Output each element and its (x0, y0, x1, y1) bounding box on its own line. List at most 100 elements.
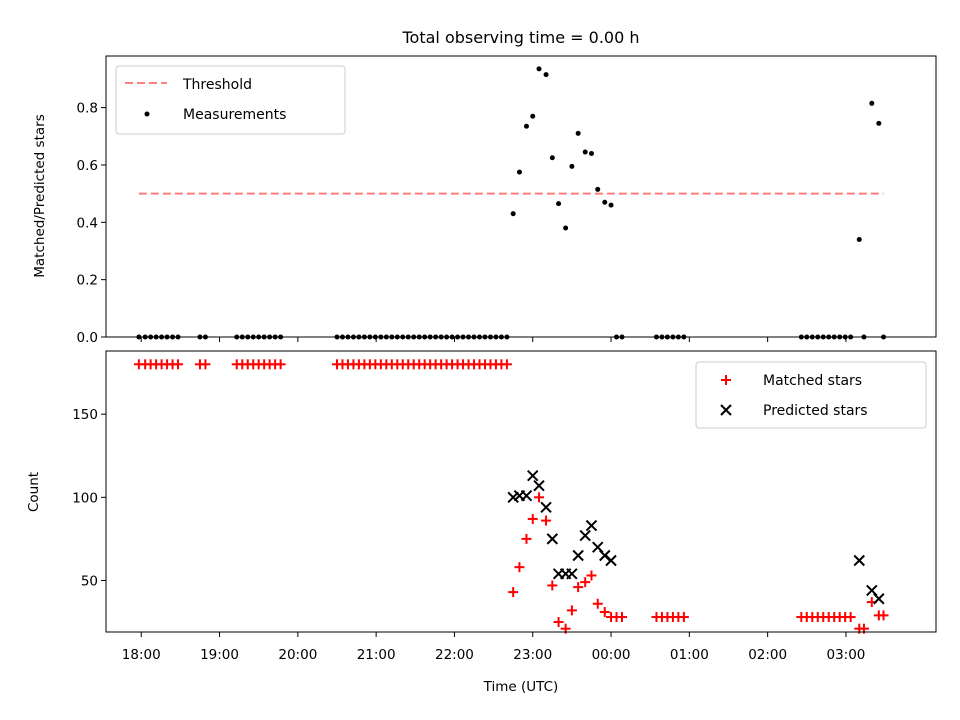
ratio-legend-box (115, 65, 346, 135)
measurement-point (543, 72, 549, 78)
predicted-star-point (546, 533, 559, 545)
matched-star-point (599, 607, 610, 618)
predicted-star-point-b (546, 533, 559, 545)
measurement-point (876, 120, 882, 126)
matched-star-point (878, 610, 889, 621)
predicted-star-point-b (572, 549, 584, 562)
matched-star-point (527, 513, 538, 524)
measurement-point (556, 201, 562, 207)
predicted-star-point (585, 519, 598, 532)
legend-measurements-label: Measurements (183, 107, 286, 123)
predicted-star-point-b (520, 489, 533, 502)
matched-star-point (586, 570, 597, 581)
matched-star-point (553, 617, 564, 628)
ratio-panel: 0.00.20.40.60.8 Matched/Predicted stars … (32, 55, 937, 346)
matched-star-point (534, 492, 545, 503)
legend-predicted-marker (720, 404, 732, 416)
predicted-star-point (566, 568, 578, 580)
measurement-point (536, 66, 542, 72)
count-legend: Matched stars Predicted stars (695, 361, 927, 429)
legend-predicted-label: Predicted stars (763, 403, 868, 419)
x-tick-label: 18:00 (122, 647, 161, 663)
predicted-star-point-b (585, 519, 598, 532)
x-tick-label: 01:00 (670, 647, 709, 663)
matched-star-point (275, 359, 286, 370)
predicted-star-point-b (592, 541, 604, 553)
measurement-point (530, 113, 536, 119)
legend-measurements-swatch (144, 111, 150, 117)
x-tick-label: 22:00 (435, 647, 474, 663)
predicted-star-point-b (540, 501, 552, 514)
predicted-star-point-b (579, 529, 591, 542)
y-tick-label: 0.0 (77, 330, 98, 346)
ratio-y-ticks: 0.0 0.2 0.4 0.6 0.8 (77, 101, 106, 346)
measurement-point (608, 202, 614, 208)
predicted-star-point-b (599, 549, 611, 562)
measurement-point (516, 169, 522, 175)
predicted-star-point-b (873, 593, 885, 605)
y-tick-label: 50 (81, 573, 98, 589)
count-y-axis-label: Count (26, 472, 42, 512)
y-tick-label: 150 (72, 407, 98, 423)
y-tick-label: 0.4 (77, 215, 98, 231)
count-series (133, 359, 889, 634)
count-y-ticks: 50 100 150 (72, 407, 106, 589)
y-tick-label: 0.6 (77, 158, 98, 174)
matched-star-point (547, 580, 558, 591)
ratio-y-axis-label: Matched/Predicted stars (32, 114, 48, 277)
matched-star-point (508, 587, 519, 598)
predicted-star-point-b (853, 554, 865, 567)
matched-star-point (200, 359, 211, 370)
x-tick-label: 21:00 (357, 647, 396, 663)
x-tick-label: 19:00 (200, 647, 239, 663)
legend-threshold-label: Threshold (182, 77, 252, 93)
x-tick-label: 23:00 (513, 647, 552, 663)
x-axis-label: Time (UTC) (483, 679, 559, 695)
predicted-star-point-b (527, 469, 539, 482)
predicted-star-point (873, 593, 885, 605)
measurement-point (869, 100, 875, 106)
measurement-point (523, 123, 529, 129)
legend-predicted-swatch (720, 404, 732, 416)
x-tick-label: 20:00 (278, 647, 317, 663)
matched-star-point (573, 582, 584, 593)
measurement-point (582, 149, 588, 155)
legend-matched-marker (721, 375, 731, 385)
predicted-star-point-b (566, 568, 578, 580)
matched-star-point (845, 612, 856, 623)
measurement-point (549, 155, 555, 161)
measurement-point (510, 211, 516, 217)
predicted-star-point (579, 529, 591, 542)
predicted-star-point-b (605, 554, 617, 567)
predicted-star-point (533, 479, 545, 492)
matched-star-point (541, 515, 552, 526)
count-panel: 50 100 150 18:00 19:00 20:00 21:00 22:00 23:00 0… (26, 350, 937, 695)
predicted-star-point (572, 549, 584, 562)
matched-star-point (173, 359, 184, 370)
measurement-point (588, 150, 594, 156)
measurement-point (602, 199, 608, 205)
predicted-star-point-b (533, 479, 545, 492)
y-tick-label: 0.2 (77, 273, 98, 289)
measurement-point (569, 163, 575, 169)
x-tick-label: 00:00 (592, 647, 631, 663)
x-tick-label: 03:00 (826, 647, 865, 663)
measurement-point (595, 186, 601, 192)
predicted-star-point (540, 501, 552, 514)
matched-star-point (678, 612, 689, 623)
legend-matched-swatch (721, 375, 731, 385)
count-x-ticks: 18:00 19:00 20:00 21:00 22:00 23:00 00:00 01:00… (122, 632, 865, 663)
predicted-star-point (605, 554, 617, 567)
predicted-star-point (853, 554, 865, 567)
count-plot-frame (105, 350, 937, 633)
matched-star-point (580, 577, 591, 588)
count-legend-box (695, 361, 927, 429)
predicted-star-point (520, 489, 533, 502)
y-tick-label: 100 (72, 490, 98, 506)
chart-title: Total observing time = 0.00 h (401, 28, 639, 47)
measurement-point (575, 130, 581, 136)
legend-matched-label: Matched stars (763, 373, 862, 389)
matched-star-point (501, 359, 512, 370)
x-tick-label: 02:00 (748, 647, 787, 663)
